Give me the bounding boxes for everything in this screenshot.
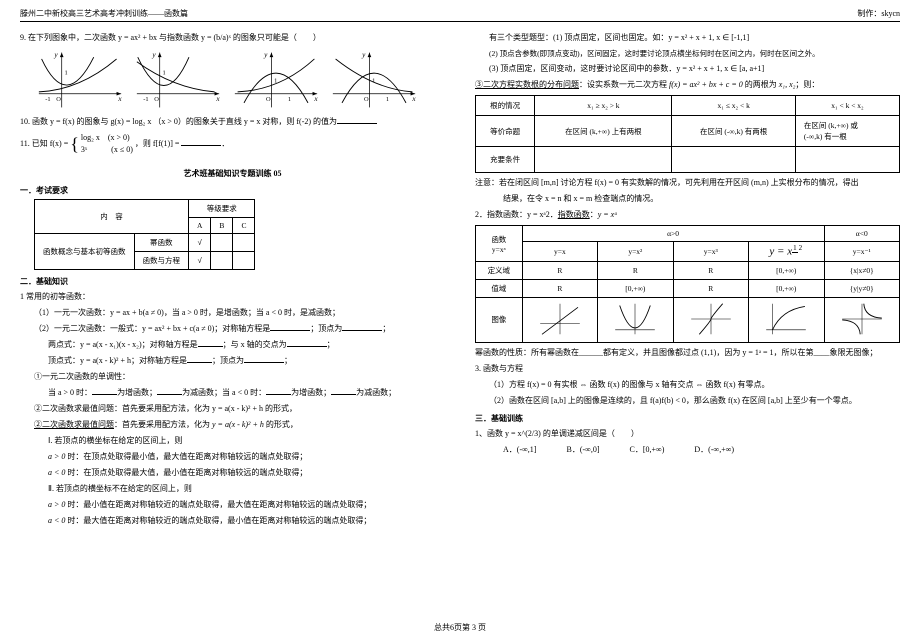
svg-text:y: y	[361, 50, 366, 59]
page-footer: 总共6页第 3 页	[0, 622, 920, 633]
line-f2: a < 0 时：最大值在距离对称轴较近的端点处取得，最小值在距离对称轴较远的端点…	[20, 515, 445, 527]
line-c: 当 a > 0 时：为增函数；为减函数；当 a < 0 时：为增函数；为减函数；	[20, 387, 445, 399]
q11-text: 11. 已知 f(x) = { log₂ x (x > 0) 3ˣ (x ≤ 0…	[20, 132, 445, 156]
line-e1: a > 0 时：在顶点处取得最小值，最大值在距离对称轴较远的端点处取得；	[20, 451, 445, 463]
line-b3: 顶点式：y = a(x - k)² + h；对称轴方程是；顶点为；	[20, 355, 445, 367]
line-b1: （2）一元二次函数：一般式：y = ax² + bx + c(a ≠ 0)；对称…	[20, 323, 445, 335]
graph-b: x y -1 O 1	[132, 48, 224, 112]
opt-a: A．(-∞,1]	[503, 444, 536, 455]
line-f: Ⅱ. 若顶点的横坐标不在给定的区间上，则	[20, 483, 445, 495]
svg-text:-1: -1	[45, 96, 50, 103]
svg-text:x: x	[313, 94, 318, 103]
bt1: 1、函数 y = x^(2/3) 的单调递减区间是（ ）	[475, 428, 900, 440]
header-right: 制作：skycn	[857, 8, 900, 19]
q10-text: 10. 函数 y = f(x) 的图象与 g(x) = log₂ x （x > …	[20, 116, 445, 128]
r4: ③二次方程实数根的分布问题：设实系数一元二次方程 f(x) = ax² + bx…	[475, 79, 900, 91]
svg-text:y: y	[263, 50, 268, 59]
s3: 3. 函数与方程	[475, 363, 900, 375]
pow-line: 幂函数的性质：所有幂函数在______都有定义，并且图像都过点 (1,1)，因为…	[475, 347, 900, 359]
note1: 注意：若在闭区间 [m,n] 讨论方程 f(x) = 0 有实数解的情况，可先利…	[475, 177, 900, 189]
line-f1: a > 0 时：最小值在距离对称轴较近的端点处取得，最大值在距离对称轴较远的端点…	[20, 499, 445, 511]
svg-text:x: x	[117, 94, 122, 103]
opt-b: B．(-∞,0]	[566, 444, 599, 455]
sub1: 1 常用的初等函数：	[20, 291, 445, 303]
q9-text: 9. 在下列图象中，二次函数 y = ax² + bx 与指数函数 y = (b…	[20, 32, 445, 44]
svg-text:x: x	[215, 94, 220, 103]
line-e: Ⅰ. 若顶点的横坐标在给定的区间上，则	[20, 435, 445, 447]
graph-a: x y -1 O 1	[34, 48, 126, 112]
r2: (2) 顶点含参数(即顶点变动)，区间固定，这时要讨论顶点横坐标何时在区间之内，…	[475, 48, 900, 59]
svg-text:-1: -1	[143, 96, 148, 103]
svg-text:O: O	[56, 96, 61, 103]
req-table: 内 容 等级要求 ABC 函数概念与基本初等函数 幂函数 √ 函数与方程 √	[34, 199, 255, 270]
svg-text:O: O	[266, 96, 271, 103]
sec1-head: 一．考试要求	[20, 185, 445, 196]
opt-d: D．(-∞,+∞)	[694, 444, 734, 455]
sec2-head: 二．基础知识	[20, 276, 445, 287]
svg-text:O: O	[364, 96, 369, 103]
svg-text:1: 1	[372, 78, 375, 85]
power-table: 函数y=xᵃ α>0 α<0 y=x y=x² y=x³ y = x12 y=x…	[475, 225, 900, 343]
svg-text:x: x	[411, 94, 416, 103]
svg-text:O: O	[154, 96, 159, 103]
header-left: 滕州二中新校高三艺术高考冲刺训练——函数篇	[20, 8, 188, 19]
r1: 有三个类型题型：(1) 顶点固定，区间也固定。如：y = x² + x + 1,…	[475, 32, 900, 44]
unit-title: 艺术班基础知识专题训练 05	[20, 168, 445, 179]
line-e2: a < 0 时：在顶点处取得最大值，最小值在距离对称轴较远的端点处取得；	[20, 467, 445, 479]
r3: (3) 顶点固定，区间变动，这时要讨论区间中的参数．y = x² + x + 1…	[475, 63, 900, 75]
svg-text:1: 1	[288, 96, 291, 103]
line-d: ②二次函数求最值问题：首先要采用配方法，化为 y = a(x - k)² + h…	[20, 403, 445, 415]
s3b: 三．基础训练	[475, 413, 900, 424]
svg-text:1: 1	[386, 96, 389, 103]
right-column: 有三个类型题型：(1) 顶点固定，区间也固定。如：y = x² + x + 1,…	[475, 28, 900, 531]
line-a: （1）一元一次函数：y = ax + b(a ≠ 0)，当 a > 0 时，是增…	[20, 307, 445, 319]
root-table: 根的情况 x₁ ≥ x₂ > k x₁ ≤ x₂ < k x₁ < k < x₂…	[475, 95, 900, 173]
svg-text:1: 1	[64, 70, 67, 77]
note2: 结果，在令 x = n 和 x = m 检查端点的情况。	[475, 193, 900, 205]
s2-head: 2．指数函数：y = xᵃ2．指数函数：y = xᵃ	[475, 209, 900, 221]
svg-text:1: 1	[274, 78, 277, 85]
svg-text:1: 1	[162, 70, 165, 77]
fv1: （1）方程 f(x) = 0 有实根 ⇔ 函数 f(x) 的图像与 x 轴有交点…	[475, 379, 900, 391]
opt-c: C．[0,+∞)	[630, 444, 665, 455]
fv2: （2）函数在区间 [a,b] 上的图像是连续的，且 f(a)f(b) < 0，那…	[475, 395, 900, 407]
q9-graphs: x y -1 O 1 x y -1 O 1	[34, 48, 445, 112]
graph-c: x y O 1 1	[230, 48, 322, 112]
line-b2: 两点式：y = a(x - x₁)(x - x₂)；对称轴方程是；与 x 轴的交…	[20, 339, 445, 351]
left-column: 9. 在下列图象中，二次函数 y = ax² + bx 与指数函数 y = (b…	[20, 28, 445, 531]
graph-d: x y O 1 1	[328, 48, 420, 112]
svg-text:y: y	[151, 50, 156, 59]
bt1-options: A．(-∞,1] B．(-∞,0] C．[0,+∞) D．(-∞,+∞)	[503, 444, 900, 455]
line-c-head: ①一元二次函数的单调性：	[20, 371, 445, 383]
line-d2: ②二次函数求最值问题：首先要采用配方法，化为 y = a(x - k)² + h…	[20, 419, 445, 431]
svg-text:y: y	[53, 50, 58, 59]
